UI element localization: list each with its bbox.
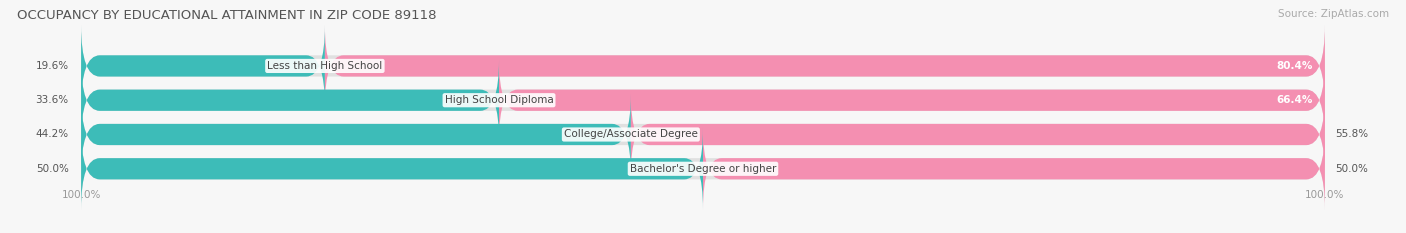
Text: 44.2%: 44.2% xyxy=(35,130,69,140)
Text: OCCUPANCY BY EDUCATIONAL ATTAINMENT IN ZIP CODE 89118: OCCUPANCY BY EDUCATIONAL ATTAINMENT IN Z… xyxy=(17,9,436,22)
Text: 80.4%: 80.4% xyxy=(1277,61,1312,71)
FancyBboxPatch shape xyxy=(82,25,1324,107)
Text: 19.6%: 19.6% xyxy=(35,61,69,71)
Text: 100.0%: 100.0% xyxy=(1305,190,1344,200)
Text: 66.4%: 66.4% xyxy=(1277,95,1312,105)
FancyBboxPatch shape xyxy=(703,128,1324,209)
Text: Bachelor's Degree or higher: Bachelor's Degree or higher xyxy=(630,164,776,174)
FancyBboxPatch shape xyxy=(499,59,1324,141)
Text: 33.6%: 33.6% xyxy=(35,95,69,105)
Text: College/Associate Degree: College/Associate Degree xyxy=(564,130,697,140)
Text: 100.0%: 100.0% xyxy=(62,190,101,200)
Text: 50.0%: 50.0% xyxy=(1334,164,1368,174)
FancyBboxPatch shape xyxy=(82,94,631,175)
FancyBboxPatch shape xyxy=(82,25,325,107)
Text: Source: ZipAtlas.com: Source: ZipAtlas.com xyxy=(1278,9,1389,19)
FancyBboxPatch shape xyxy=(82,59,1324,141)
Text: Less than High School: Less than High School xyxy=(267,61,382,71)
Text: 55.8%: 55.8% xyxy=(1334,130,1368,140)
Text: 50.0%: 50.0% xyxy=(35,164,69,174)
FancyBboxPatch shape xyxy=(82,94,1324,175)
FancyBboxPatch shape xyxy=(82,128,1324,209)
FancyBboxPatch shape xyxy=(325,25,1324,107)
FancyBboxPatch shape xyxy=(631,94,1324,175)
Text: High School Diploma: High School Diploma xyxy=(444,95,554,105)
FancyBboxPatch shape xyxy=(82,59,499,141)
FancyBboxPatch shape xyxy=(82,128,703,209)
